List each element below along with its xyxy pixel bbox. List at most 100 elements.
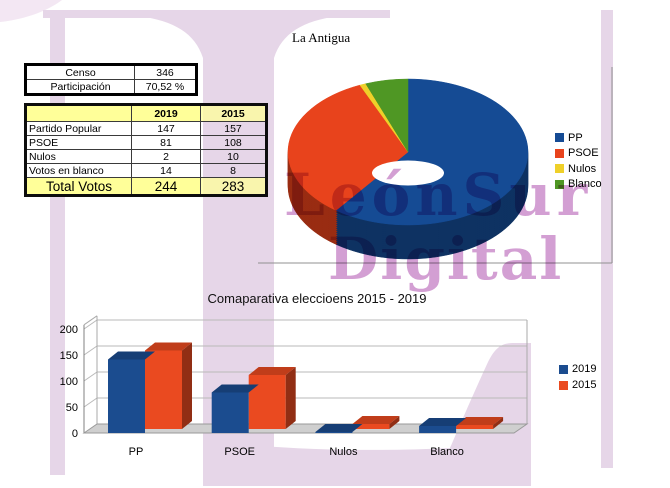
legend-swatch-Blanco [555,179,564,189]
legend-label: Blanco [568,178,602,191]
legend-label: Nulos [568,162,597,175]
donut-depth-layer [365,90,409,165]
y-tick-label: 100 [60,376,78,388]
bar-top [352,416,400,424]
gridline-stub [83,345,98,356]
chart-floor [82,423,529,434]
table-cell: 108 [200,135,267,150]
y-tick-label: 0 [72,428,78,440]
watermark-text-line1: LeónSur [284,161,593,229]
bar-side [285,367,296,429]
bar-top [456,417,504,425]
legend-item: Nulos [555,161,602,177]
bar-front [456,425,494,429]
donut-depth-layer [365,80,409,155]
legend-swatch-2015 [559,380,568,390]
table-cell: 2 [131,149,201,164]
bar-legend: 2019 2015 [559,361,596,393]
results-total-row: Total Votos 244 283 [25,177,267,196]
donut-depth-layer [365,96,409,171]
table-cell: 147 [131,121,201,136]
bar-front [315,432,353,433]
table-cell: Nulos [25,149,132,164]
corner-swoosh [0,0,62,22]
watermark-text-line2: Digital [328,225,564,293]
bar-front [145,350,182,429]
legend-swatch-2019 [559,364,568,374]
bar-side [389,416,400,429]
legend-item: 2015 [559,377,596,393]
bar-front [419,426,457,433]
table-cell [25,104,132,122]
bar-front [108,359,145,433]
results-row: PSOE 81 108 [25,135,267,150]
bar-top [145,342,192,351]
legend-item: PP [555,130,602,146]
results-row: Votos en blanco 14 8 [25,163,267,178]
table-cell: PSOE [25,135,132,150]
summary-row: Participación 70,52 % [25,79,197,95]
bar-side [493,417,504,429]
donut-depth-layer [365,84,409,159]
table-cell: 2015 [200,104,267,122]
results-header-row: 2019 2015 [25,104,267,122]
table-cell: 2019 [131,104,201,122]
gridline-stub [83,371,98,382]
legend-item: 2019 [559,361,596,377]
bar-side [182,342,192,429]
y-tick-label: 150 [60,350,78,362]
table-cell: 14 [131,163,201,178]
donut-depth-layer [359,95,409,165]
table-cell: 10 [200,149,267,164]
bar-chart-title: Comaparativa eleccioens 2015 - 2019 [207,291,427,306]
bar-top [315,424,363,432]
table-cell: Censo [25,64,135,80]
category-label-PSOE: PSOE [224,446,255,458]
watermark-right-strip [601,10,613,468]
category-label-Blanco: Blanco [430,446,464,458]
donut-depth-layer [359,97,409,167]
table-cell: Participación [25,79,135,95]
donut-depth-layer [359,87,409,157]
results-table: 2019 2015 Partido Popular 147 157 PSOE 81 108 Nu… [24,103,268,197]
summary-row: Censo 346 [25,64,197,80]
watermark-letter-L-foot [203,343,531,486]
donut-depth-layer [365,94,409,169]
bar-top [248,367,296,375]
legend-label: PSOE [568,147,599,160]
page-title: La Antigua [292,30,351,45]
donut-depth-layer [359,89,409,159]
donut-depth-layer [365,88,409,163]
results-row: Partido Popular 147 157 [25,121,267,136]
donut-depth-layer [365,86,409,161]
donut-depth-layer [359,99,409,169]
table-cell: 157 [200,121,267,136]
table-cell: Votos en blanco [25,163,132,178]
bar-front [248,375,286,429]
y-tick-label: 200 [60,324,78,336]
donut-legend: PP PSOE Nulos Blanco [555,130,602,192]
donut-depth-layer [365,82,409,157]
donut-depth-layer [359,85,409,155]
donut-depth-layer [365,92,409,167]
bar-top [211,384,259,393]
legend-label: 2015 [572,379,597,391]
gridline-stub [83,319,98,330]
legend-item: PSOE [555,146,602,162]
results-row: Nulos 2 10 [25,149,267,164]
watermark-top-bar [43,10,390,18]
donut-segment-Nulos [359,83,409,153]
donut-depth-layer [359,93,409,163]
table-cell: 81 [131,135,201,150]
legend-item: Blanco [555,177,602,193]
table-cell: 346 [134,64,197,80]
legend-swatch-PP [555,133,564,143]
table-cell: 70,52 % [134,79,197,95]
legend-label: PP [568,131,583,144]
bar-top [108,351,155,360]
table-cell: Partido Popular [25,121,132,136]
category-label-PP: PP [129,446,144,458]
gridline-stub [83,397,98,408]
wall-top-edge [83,315,98,326]
bar-top [419,418,467,426]
